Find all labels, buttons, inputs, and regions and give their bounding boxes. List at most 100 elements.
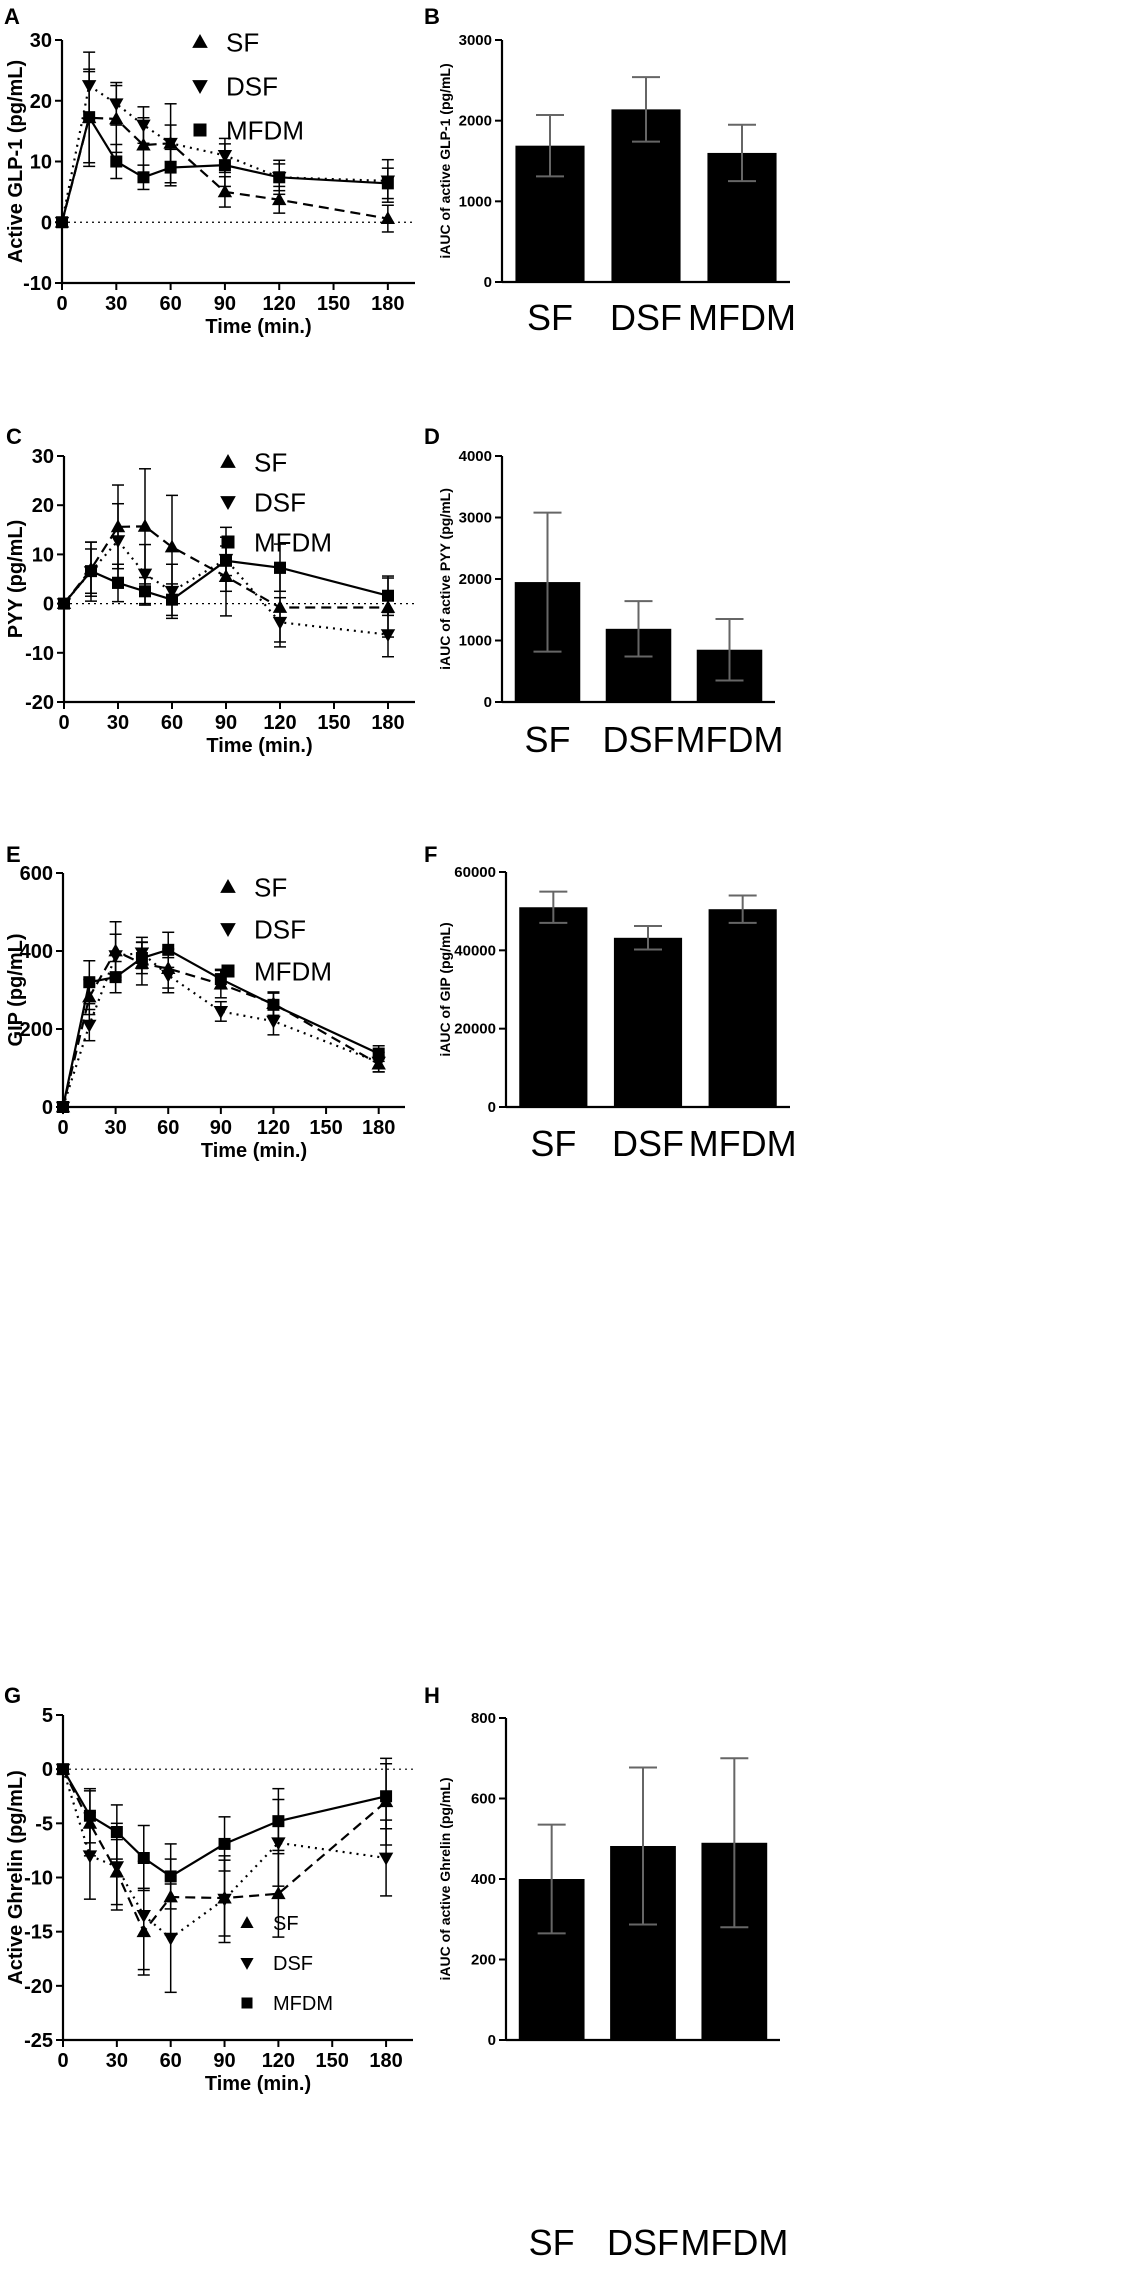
- x-axis-title: Time (min.): [201, 1140, 307, 1162]
- legend-marker: [221, 535, 235, 549]
- x-axis-title: Time (min.): [206, 735, 312, 757]
- y-tick-label: -10: [24, 1868, 53, 1890]
- category-label: MFDM: [688, 297, 796, 338]
- data-point: [218, 159, 231, 172]
- data-point: [135, 952, 148, 965]
- y-axis-title: iAUC of active GLP-1 (pg/mL): [437, 63, 453, 258]
- series-line: [60, 83, 388, 223]
- data-point: [163, 137, 178, 151]
- data-point: [372, 1047, 385, 1060]
- data-point: [112, 576, 124, 589]
- x-tick-label: 120: [263, 293, 296, 315]
- legend-marker: [193, 123, 207, 137]
- category-label: DSF: [610, 297, 682, 338]
- data-point: [109, 1861, 125, 1875]
- data-point: [266, 1015, 281, 1029]
- data-point: [273, 171, 286, 184]
- legend-label: SF: [226, 27, 259, 57]
- panel-C: C -20 -10 0 10 20 30 0 30 60 90 120 150 180 Time (min.…: [5, 424, 415, 757]
- x-tick-label: 150: [309, 1117, 342, 1139]
- bar-dsf: [613, 937, 683, 1107]
- y-tick-label: 2000: [459, 113, 492, 130]
- category-label: MFDM: [676, 719, 784, 760]
- legend-marker: [241, 1997, 253, 2009]
- category-label: SF: [524, 719, 570, 760]
- panel-D: D 0 1000 2000 3000 4000 iAUC of active PYY (pg…: [424, 424, 783, 760]
- legend-label: DSF: [273, 1953, 313, 1975]
- data-point: [271, 1886, 286, 1900]
- x-tick-label: 180: [371, 293, 404, 315]
- x-tick-label: 180: [371, 712, 404, 734]
- legend-marker: [220, 878, 236, 893]
- data-point: [380, 1790, 393, 1803]
- legend-marker: [220, 453, 236, 468]
- x-tick-label: 180: [369, 2050, 402, 2072]
- data-point: [109, 98, 124, 112]
- data-point: [272, 616, 288, 630]
- data-point: [82, 1850, 98, 1864]
- y-tick-label: 0: [484, 694, 492, 711]
- y-tick-label: 3000: [459, 510, 492, 527]
- data-point: [164, 539, 180, 553]
- x-tick-label: 60: [157, 1117, 179, 1139]
- panel-label: F: [424, 842, 437, 867]
- x-tick-label: 30: [107, 712, 129, 734]
- legend-marker: [221, 964, 235, 978]
- data-point: [137, 518, 153, 532]
- legend-label: DSF: [226, 71, 278, 101]
- y-tick-label: -25: [24, 2030, 53, 2052]
- legend: SF DSF MFDM: [220, 872, 332, 986]
- series-line: [63, 525, 388, 609]
- legend-label: SF: [254, 447, 287, 477]
- data-point: [164, 1870, 177, 1883]
- x-tick-label: 0: [58, 712, 69, 734]
- y-tick-label: 60000: [454, 864, 496, 881]
- y-axis-title: iAUC of active Ghrelin (pg/mL): [437, 1777, 453, 1980]
- data-point: [162, 943, 175, 956]
- series-mfdm: [57, 1763, 393, 1910]
- bar-mfdm: [708, 909, 777, 1107]
- data-point: [218, 1837, 231, 1850]
- legend-label: MFDM: [254, 956, 332, 986]
- y-axis-title: GIP (pg/mL): [5, 934, 27, 1047]
- y-tick-label: 10: [32, 544, 54, 566]
- x-tick-label: 90: [215, 712, 237, 734]
- y-tick-label: 1000: [459, 193, 492, 210]
- category-label: DSF: [612, 1123, 684, 1164]
- panel-B: B 0 1000 2000 3000 iAUC of active GLP-1 (pg/m…: [424, 4, 796, 338]
- panel-label: G: [4, 1683, 21, 1708]
- data-point: [83, 1809, 96, 1822]
- series-line: [61, 951, 380, 1108]
- data-point: [164, 161, 177, 174]
- panel-label: A: [4, 4, 20, 29]
- series-line: [60, 114, 388, 223]
- data-point: [109, 971, 122, 984]
- x-tick-label: 150: [317, 293, 350, 315]
- y-tick-label: 600: [20, 863, 53, 885]
- data-point: [110, 535, 126, 549]
- data-point: [272, 1815, 285, 1828]
- y-tick-label: 30: [32, 446, 54, 468]
- panel-H: H 0 200 400 600 800 iAUC of active Ghrelin (pg…: [424, 1683, 788, 2263]
- y-tick-label: 0: [488, 1099, 496, 1116]
- y-tick-label: 30: [30, 30, 52, 52]
- y-tick-label: 20000: [454, 1021, 496, 1038]
- series-dsf: [55, 1763, 394, 1994]
- data-point: [380, 211, 396, 225]
- y-tick-label: -15: [24, 1922, 53, 1944]
- series-mfdm: [57, 931, 385, 1113]
- y-tick-label: 3000: [459, 32, 492, 49]
- x-tick-label: 30: [106, 2050, 128, 2072]
- category-label: MFDM: [680, 2222, 788, 2263]
- data-point: [267, 998, 280, 1011]
- data-point: [213, 1006, 229, 1019]
- legend-marker: [240, 1958, 254, 1970]
- y-tick-label: 200: [20, 1019, 53, 1041]
- legend: SF DSF MFDM: [220, 447, 332, 557]
- data-point: [217, 1893, 232, 1907]
- x-tick-label: 120: [262, 2050, 295, 2072]
- series-line: [63, 538, 389, 636]
- y-tick-label: 1000: [459, 633, 492, 650]
- data-point: [220, 554, 232, 567]
